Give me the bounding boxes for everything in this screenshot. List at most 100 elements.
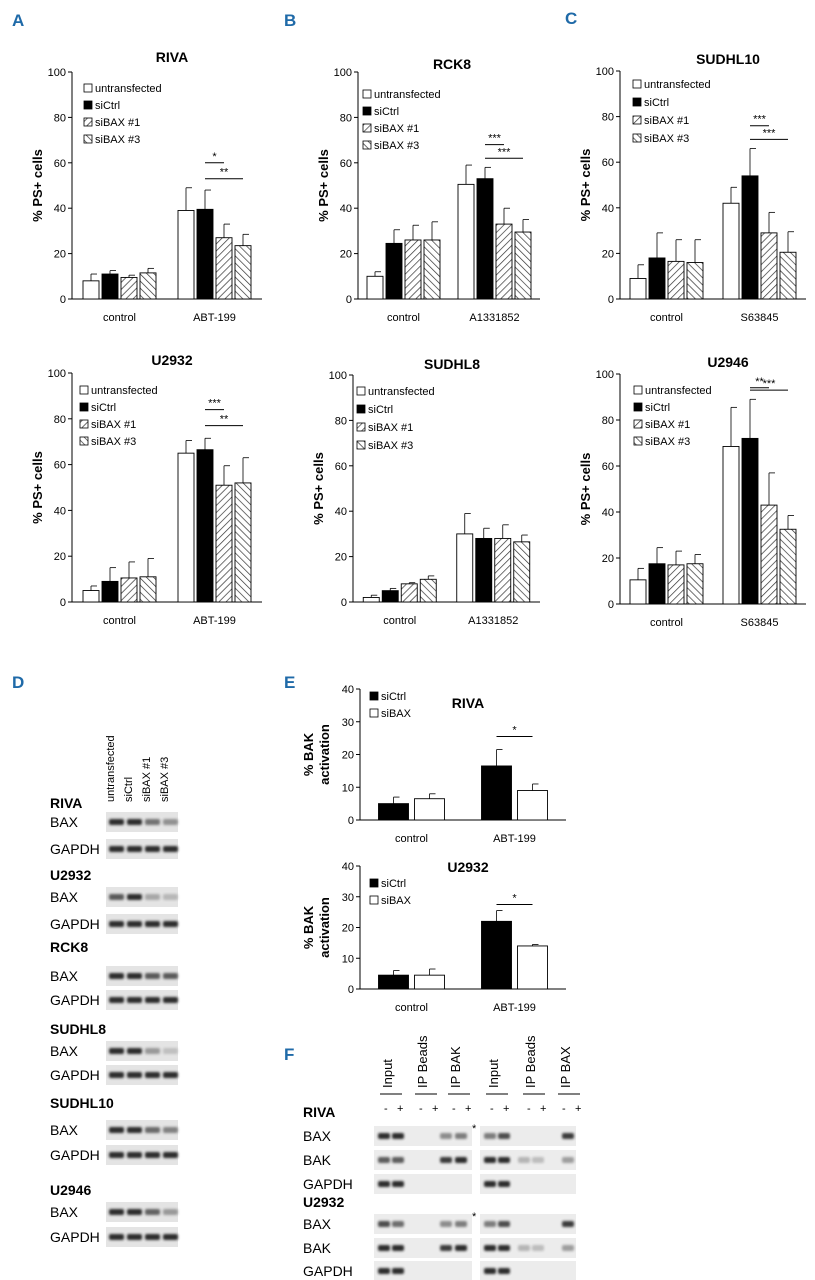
legend-label: siCtrl	[381, 878, 406, 890]
bar	[517, 790, 548, 821]
y-tick-label: 0	[60, 597, 66, 609]
ip-band	[532, 1157, 544, 1163]
row-label-bax: BAX	[50, 889, 79, 905]
y-tick-label: 60	[340, 158, 352, 170]
ip-band	[392, 1157, 404, 1163]
bar	[741, 437, 759, 605]
y-tick-label: 60	[335, 461, 347, 473]
y-tick-label: 100	[334, 67, 352, 79]
ip-sign: -	[562, 1103, 566, 1115]
category-label: ABT-199	[193, 615, 236, 627]
panel-d-western-blots: untransfected siCtrl siBAX #1 siBAX #3 RIVA B…	[50, 735, 178, 1247]
legend-swatch	[83, 134, 93, 144]
legend-swatch	[632, 115, 642, 125]
row-label-gapdh: GAPDH	[50, 1229, 100, 1245]
legend-label: siBAX #1	[374, 123, 419, 135]
legend-label: siBAX	[381, 895, 412, 907]
blot-band	[109, 1048, 124, 1054]
blot-band	[127, 1152, 142, 1158]
ip-band	[518, 1245, 530, 1251]
ip-membrane-left	[374, 1174, 472, 1194]
blot-band	[145, 997, 160, 1003]
blot-band	[145, 1209, 160, 1215]
row-label-bax: BAX	[50, 1204, 79, 1220]
ip-band	[392, 1221, 404, 1227]
row-label-gapdh: GAPDH	[50, 1147, 100, 1163]
bar	[648, 257, 666, 300]
chart-title: RIVA	[156, 49, 188, 65]
ip-band	[455, 1221, 467, 1227]
ip-sign: +	[432, 1103, 438, 1115]
category-label: ABT-199	[493, 1002, 536, 1014]
ip-sign: +	[397, 1103, 403, 1115]
blot-band	[163, 997, 178, 1003]
y-tick-label: 100	[596, 66, 614, 78]
chart-title: SUDHL10	[696, 51, 760, 67]
ip-membrane-left	[374, 1238, 472, 1258]
legend-label: siBAX #1	[95, 117, 140, 129]
lane-label: siBAX #3	[159, 757, 171, 802]
row-label-bax: BAX	[50, 968, 79, 984]
legend-label: siCtrl	[644, 97, 669, 109]
chart-title: RCK8	[433, 56, 471, 72]
ip-membrane-right	[480, 1261, 576, 1280]
ip-band	[562, 1245, 574, 1251]
blot-band	[127, 1127, 142, 1133]
ip-band	[562, 1221, 574, 1227]
legend-label: siCtrl	[91, 402, 116, 414]
chart-bak-riva: 0 10 20 30 40 % BAKactivation RIVA siCtrl siBAX c…	[301, 684, 566, 845]
bar	[456, 533, 474, 603]
bar	[385, 242, 403, 300]
bar	[476, 178, 494, 300]
ip-sign: +	[465, 1103, 471, 1115]
bar	[404, 239, 422, 300]
significance-label: ***	[498, 146, 512, 158]
row-label-bax: BAX	[50, 814, 79, 830]
blot-band	[145, 894, 160, 900]
cell-line-label: RCK8	[50, 939, 88, 955]
bar	[82, 590, 100, 603]
category-label: control	[395, 833, 428, 845]
significance-label: ***	[763, 378, 777, 390]
category-label: control	[103, 312, 136, 324]
bar	[475, 537, 493, 603]
y-axis-label-line-2: activation	[317, 724, 332, 785]
bar	[667, 564, 685, 605]
bar	[177, 210, 195, 300]
legend-label: siCtrl	[95, 100, 120, 112]
blot-band	[163, 1152, 178, 1158]
y-tick-label: 30	[342, 892, 354, 904]
blot-band	[109, 846, 124, 852]
category-label: A1331852	[469, 312, 519, 324]
category-label: control	[650, 617, 683, 629]
significance-label: **	[220, 414, 229, 426]
blot-band	[163, 1234, 178, 1240]
y-tick-label: 0	[348, 815, 354, 827]
ip-band	[484, 1268, 496, 1274]
ip-band	[378, 1133, 390, 1139]
ip-band	[498, 1221, 510, 1227]
panel-label-f: F	[284, 1045, 294, 1064]
legend-swatch	[356, 404, 366, 414]
ip-band	[378, 1181, 390, 1187]
chart-u2932: 0 20 40 60 80 100 % PS+ cells U2932 untransfecte…	[30, 352, 262, 627]
legend-label: untransfected	[374, 89, 441, 101]
legend-label: siBAX #1	[644, 115, 689, 127]
y-tick-label: 20	[602, 248, 614, 260]
chart-sudhl8: 0 20 40 60 80 100 % PS+ cells SUDHL8 untransfect…	[311, 356, 540, 627]
ip-band	[562, 1133, 574, 1139]
ip-band	[484, 1245, 496, 1251]
ip-row-label: BAK	[303, 1152, 332, 1168]
ip-sign: +	[540, 1103, 546, 1115]
ip-band	[440, 1245, 452, 1251]
category-label: A1331852	[468, 615, 518, 627]
y-tick-label: 20	[54, 249, 66, 261]
y-tick-label: 100	[329, 370, 347, 382]
ip-sign: -	[384, 1103, 388, 1115]
row-label-gapdh: GAPDH	[50, 1067, 100, 1083]
ip-band	[484, 1133, 496, 1139]
y-tick-label: 40	[602, 203, 614, 215]
ip-membrane-left	[374, 1261, 472, 1280]
legend-label: untransfected	[91, 385, 158, 397]
bar	[722, 446, 740, 605]
